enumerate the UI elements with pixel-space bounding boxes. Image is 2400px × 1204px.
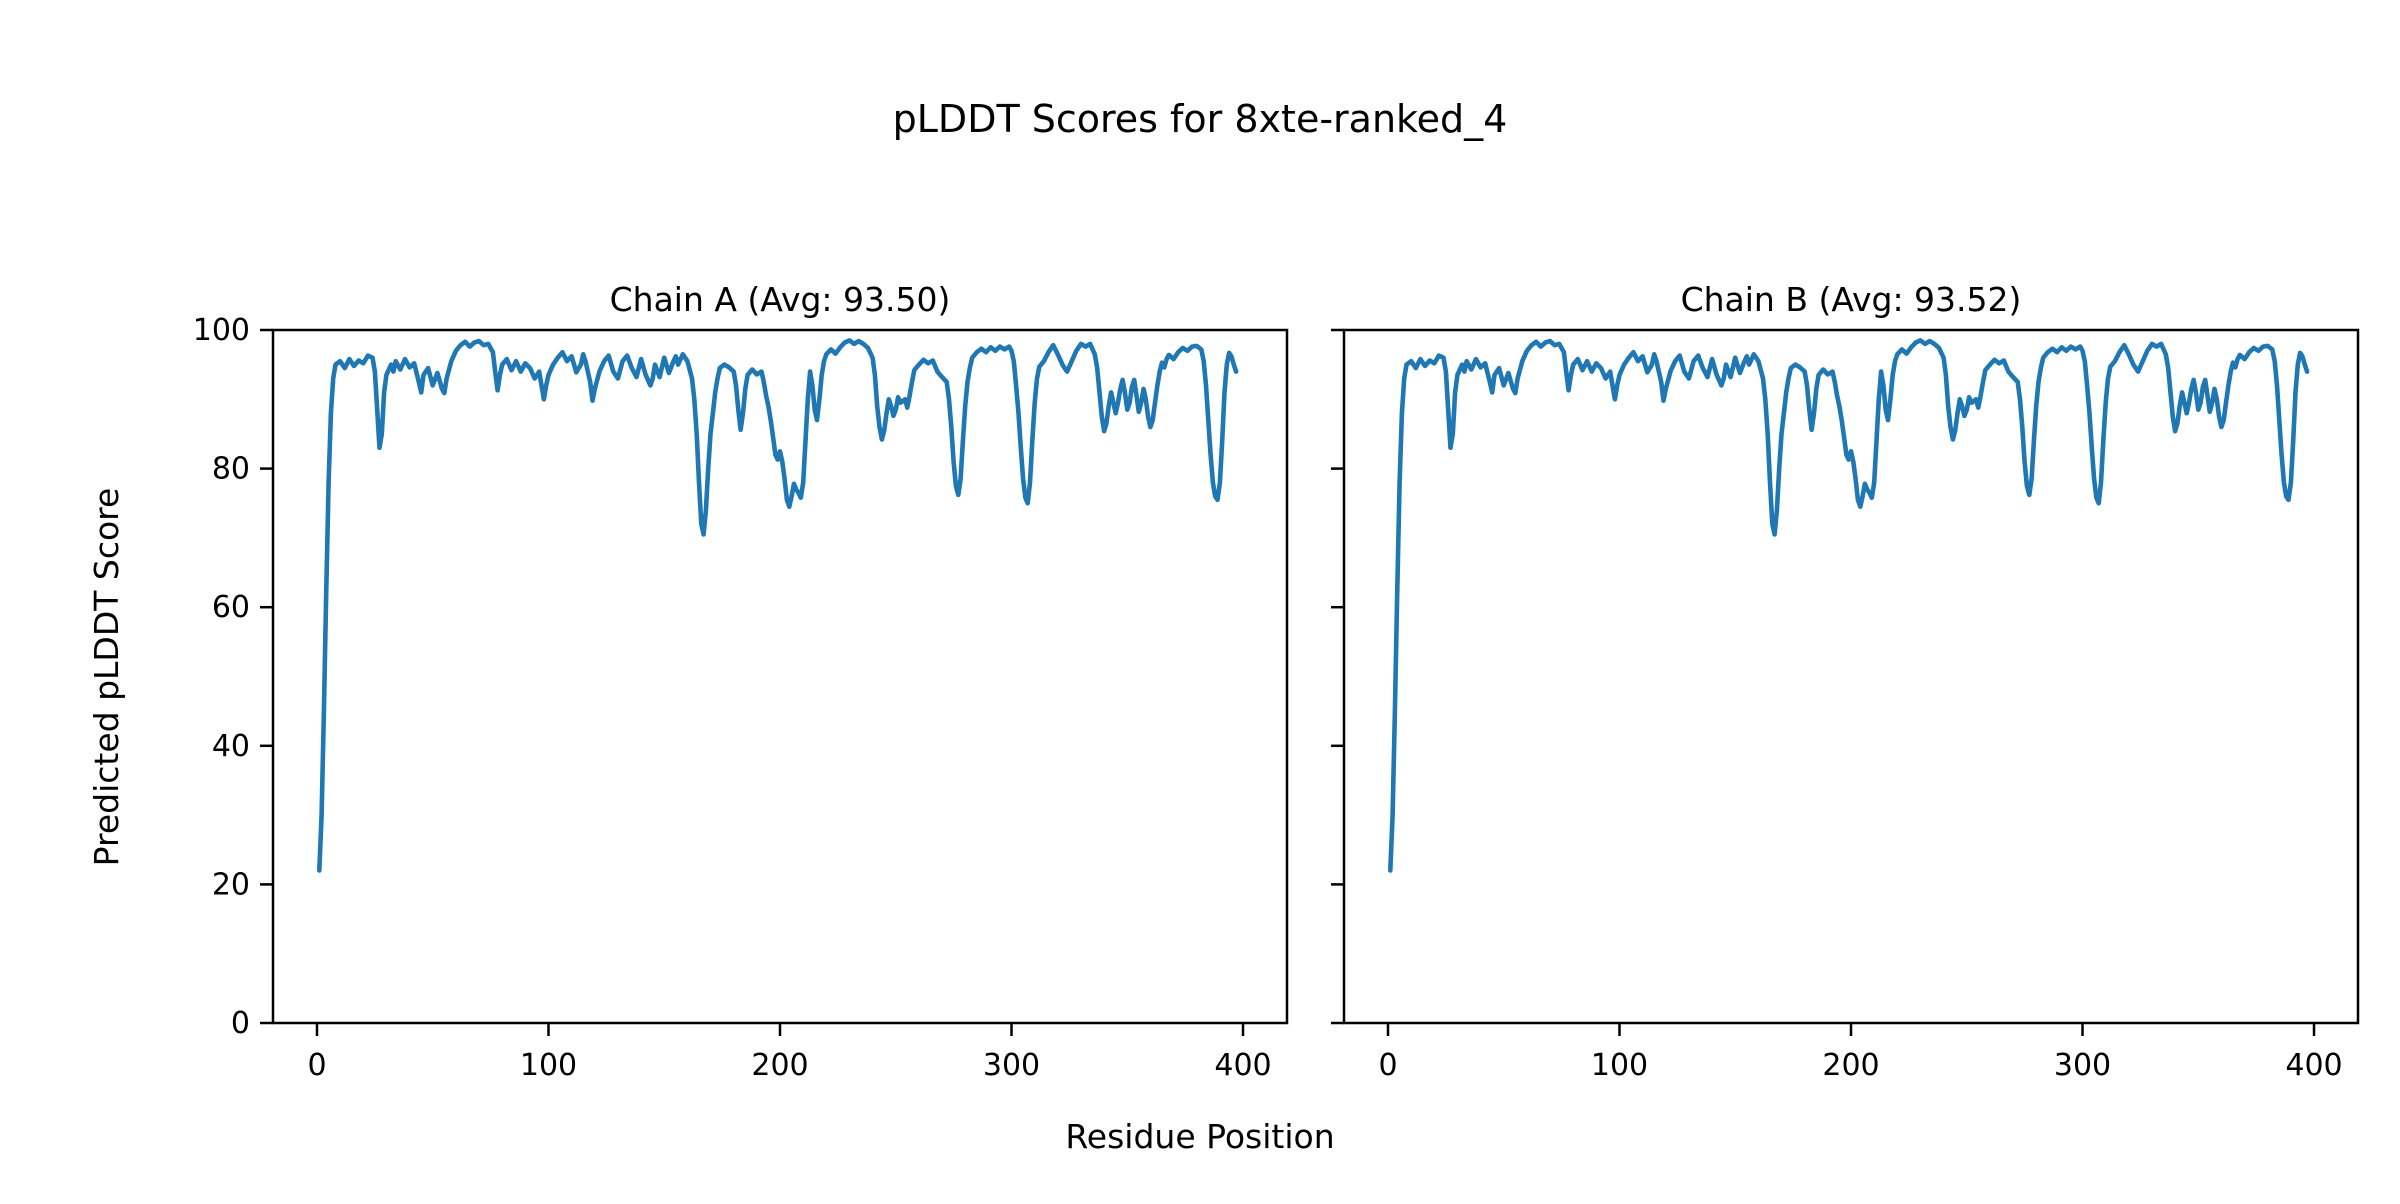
x-tick-label: 200: [751, 1048, 808, 1083]
chart-b-title: Chain B (Avg: 93.52): [1681, 280, 2022, 319]
x-tick-label: 300: [2054, 1048, 2111, 1083]
y-tick-label: 100: [193, 313, 250, 348]
x-tick-label: 200: [1822, 1048, 1879, 1083]
plot-border: [1342, 328, 2360, 1025]
plddt-line-chain-b: [1388, 338, 2310, 873]
chart-chain-b: Chain B (Avg: 93.52) 0 100 200 300 400: [1331, 280, 2360, 1083]
plddt-line-chain-a: [316, 338, 1239, 873]
x-tick-label: 0: [1378, 1048, 1397, 1083]
chart-chain-a: Chain A (Avg: 93.50) 0 100 200 300 400 0 20 40 6…: [193, 280, 1289, 1083]
x-axis-label: Residue Position: [1065, 1117, 1334, 1156]
x-tick-label: 400: [1214, 1048, 1271, 1083]
y-tick-label: 40: [212, 729, 250, 764]
x-tick-label: 100: [1591, 1048, 1648, 1083]
plot-border: [271, 328, 1289, 1025]
x-tick-label: 0: [307, 1048, 326, 1083]
y-tick-label: 80: [212, 452, 250, 487]
x-tick-label: 400: [2285, 1048, 2342, 1083]
y-axis-label: Predicted pLDDT Score: [87, 488, 126, 867]
y-tick-label: 60: [212, 590, 250, 625]
x-tick-label: 100: [520, 1048, 577, 1083]
x-tick-label: 300: [983, 1048, 1040, 1083]
figure-title: pLDDT Scores for 8xte-ranked_4: [893, 97, 1508, 141]
y-tick-label: 20: [212, 867, 250, 902]
y-tick-label: 0: [231, 1006, 250, 1041]
chart-a-title: Chain A (Avg: 93.50): [610, 280, 951, 319]
